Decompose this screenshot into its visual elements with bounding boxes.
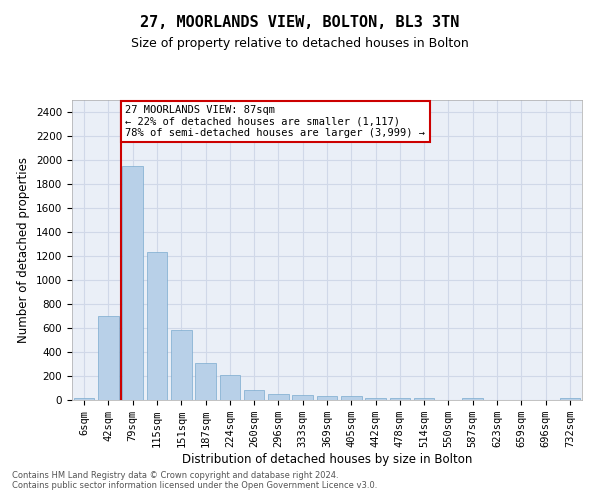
- Bar: [195, 363, 216, 400]
- Bar: [292, 395, 313, 400]
- Bar: [268, 394, 289, 400]
- Bar: [122, 166, 143, 400]
- Bar: [146, 252, 167, 400]
- Bar: [463, 398, 483, 400]
- Bar: [365, 398, 386, 400]
- Bar: [74, 398, 94, 400]
- Bar: [341, 396, 362, 400]
- Text: 27, MOORLANDS VIEW, BOLTON, BL3 3TN: 27, MOORLANDS VIEW, BOLTON, BL3 3TN: [140, 15, 460, 30]
- Text: 27 MOORLANDS VIEW: 87sqm
← 22% of detached houses are smaller (1,117)
78% of sem: 27 MOORLANDS VIEW: 87sqm ← 22% of detach…: [125, 105, 425, 138]
- X-axis label: Distribution of detached houses by size in Bolton: Distribution of detached houses by size …: [182, 453, 472, 466]
- Y-axis label: Number of detached properties: Number of detached properties: [17, 157, 31, 343]
- Bar: [98, 316, 119, 400]
- Bar: [389, 398, 410, 400]
- Text: Contains HM Land Registry data © Crown copyright and database right 2024.
Contai: Contains HM Land Registry data © Crown c…: [12, 470, 377, 490]
- Bar: [220, 376, 240, 400]
- Bar: [317, 396, 337, 400]
- Bar: [244, 390, 265, 400]
- Text: Size of property relative to detached houses in Bolton: Size of property relative to detached ho…: [131, 38, 469, 51]
- Bar: [560, 398, 580, 400]
- Bar: [171, 330, 191, 400]
- Bar: [414, 398, 434, 400]
